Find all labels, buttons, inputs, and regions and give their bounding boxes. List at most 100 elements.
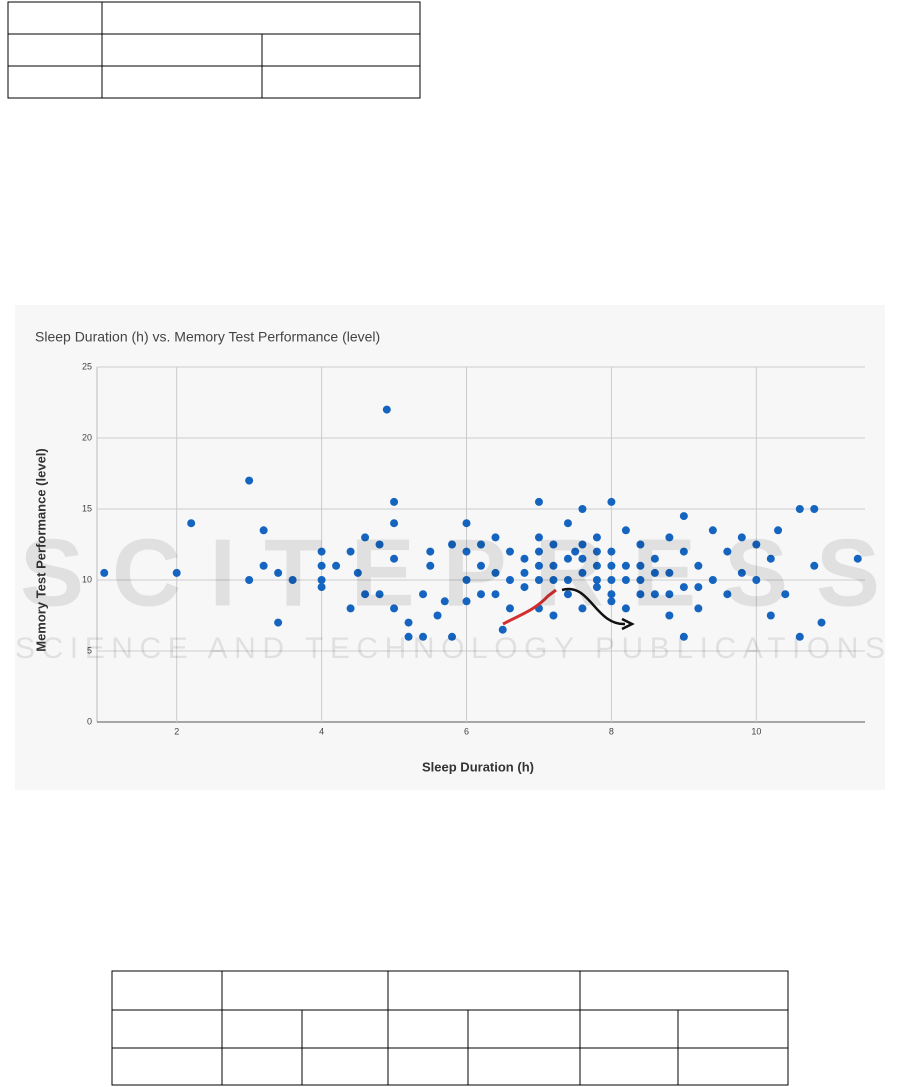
y-tick-label: 10 [82, 574, 92, 584]
point [563, 576, 572, 584]
point [549, 561, 558, 570]
point [317, 561, 326, 570]
point [665, 590, 674, 599]
point [259, 526, 268, 535]
point [665, 533, 674, 542]
point [534, 576, 543, 584]
point [578, 554, 587, 563]
point [621, 526, 630, 535]
point [491, 590, 500, 599]
point [781, 590, 790, 599]
point [520, 568, 529, 577]
x-tick-label: 10 [751, 726, 761, 736]
point [390, 554, 399, 563]
x-tick-label: 6 [464, 726, 469, 736]
point [679, 583, 688, 592]
point [607, 597, 616, 606]
point [607, 576, 616, 584]
red-arrow [502, 588, 557, 626]
point [563, 590, 572, 599]
point [245, 576, 254, 584]
point [679, 547, 688, 556]
point [795, 632, 804, 641]
point [592, 533, 601, 542]
point [534, 547, 543, 556]
point [592, 547, 601, 556]
point [477, 540, 485, 549]
y-tick-label: 0 [87, 716, 92, 726]
y-tick-label: 25 [82, 361, 92, 371]
point [172, 568, 181, 577]
point [592, 576, 601, 584]
point [505, 604, 514, 613]
point [317, 547, 326, 556]
point [274, 618, 283, 627]
point [100, 568, 109, 577]
point [498, 625, 507, 634]
point [346, 547, 355, 556]
x-tick-label: 2 [174, 726, 179, 736]
point [694, 561, 703, 570]
point [578, 540, 587, 549]
x-tick-label: 8 [609, 726, 614, 736]
point [462, 576, 471, 584]
y-tick-label: 5 [87, 645, 92, 655]
plot: 0 5 10 15 20 25 2 4 6 8 10 [82, 361, 865, 736]
point [679, 512, 688, 521]
point [766, 554, 775, 563]
point [723, 547, 732, 556]
point [534, 561, 543, 570]
point [774, 526, 783, 535]
point [636, 540, 645, 549]
point [259, 561, 268, 570]
point [817, 618, 826, 627]
point [810, 561, 819, 570]
y-axis-title: Memory Test Performance (level) [33, 448, 48, 652]
bottom-table [111, 970, 789, 1086]
point [592, 561, 601, 570]
point [448, 540, 457, 549]
point [332, 561, 341, 570]
point [187, 519, 196, 528]
point [390, 519, 399, 528]
point [440, 597, 449, 606]
point [477, 590, 485, 599]
point [737, 568, 746, 577]
point [578, 604, 587, 613]
point [708, 576, 717, 584]
point [274, 568, 283, 577]
point [361, 590, 370, 599]
point [288, 576, 297, 584]
point [361, 533, 370, 542]
point [723, 590, 732, 599]
point [317, 583, 326, 592]
point [426, 561, 435, 570]
table-border [111, 970, 789, 1086]
point [578, 568, 587, 577]
point [621, 604, 630, 613]
point [810, 505, 819, 513]
point [382, 405, 391, 414]
point [592, 583, 601, 592]
chart-title: Sleep Duration (h) vs. Memory Test Perfo… [35, 329, 380, 345]
watermark-brand: SCITEPRESS [20, 519, 880, 626]
point [694, 583, 703, 592]
point [462, 597, 471, 606]
point [520, 583, 529, 592]
point [665, 611, 674, 620]
watermark-tagline: SCIENCE AND TECHNOLOGY PUBLICATIONS [15, 632, 885, 665]
point [491, 568, 500, 577]
point [607, 497, 616, 506]
point [571, 547, 580, 556]
point [621, 561, 630, 570]
point [737, 533, 746, 542]
y-tick-label: 20 [82, 432, 92, 442]
point [433, 611, 442, 620]
point [563, 519, 572, 528]
point [534, 533, 543, 542]
point [679, 632, 688, 641]
point [390, 497, 399, 506]
arrow-head [621, 617, 635, 631]
black-arrow [561, 587, 626, 626]
